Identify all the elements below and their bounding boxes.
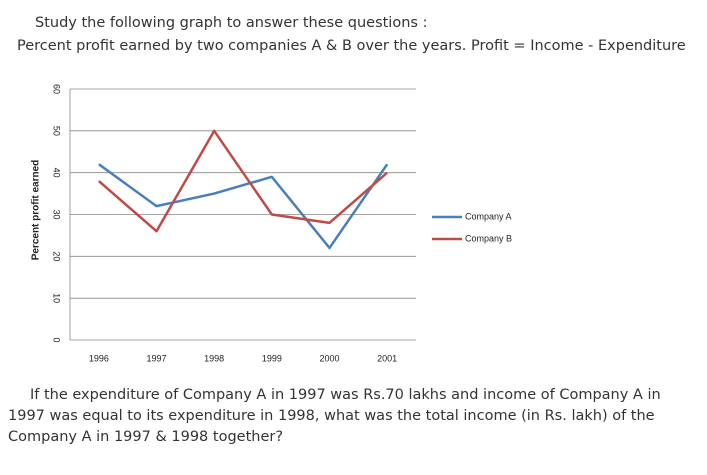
x-tick-label: 1997 — [146, 353, 166, 363]
x-tick-label: 1998 — [204, 353, 224, 363]
series-line — [98, 129, 388, 233]
y-axis-label: Percent profit earned — [31, 160, 42, 261]
y-tick-label: 10 — [52, 293, 62, 303]
x-tick-label: 2001 — [377, 353, 397, 363]
legend-label: Company B — [465, 233, 512, 243]
x-tick-label: 2000 — [319, 353, 339, 363]
series-line — [98, 163, 389, 250]
y-tick-label: 30 — [52, 209, 62, 219]
question: If the expenditure of Company A in 1997 … — [8, 387, 661, 445]
y-tick-label: 60 — [52, 84, 62, 94]
y-tick-label: 50 — [52, 126, 62, 136]
legend-label: Company A — [465, 211, 512, 221]
chart: Percent profit earned 0 10 20 30 40 50 60 1996 1… — [31, 84, 512, 363]
x-tick-label: 1996 — [89, 353, 109, 363]
y-tick-label: 20 — [52, 251, 62, 261]
heading: Study the following graph to answer thes… — [35, 15, 428, 31]
x-tick-label: 1999 — [262, 353, 282, 363]
heading: Percent profit earned by two companies A… — [17, 38, 686, 54]
y-tick-label: 40 — [52, 168, 62, 178]
y-tick-label: 0 — [52, 337, 62, 342]
